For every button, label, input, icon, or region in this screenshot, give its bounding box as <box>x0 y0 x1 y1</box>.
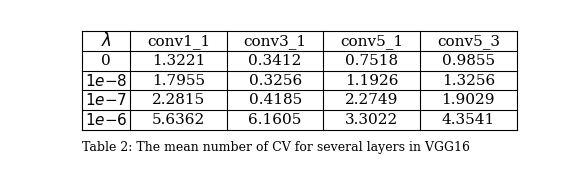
Text: $1e\mathregular{-6}$: $1e\mathregular{-6}$ <box>85 112 127 128</box>
Text: 1.1926: 1.1926 <box>345 73 398 87</box>
Text: 6.1605: 6.1605 <box>248 113 302 127</box>
Text: 0: 0 <box>101 54 111 68</box>
Text: 4.3541: 4.3541 <box>442 113 495 127</box>
Text: conv5_1: conv5_1 <box>340 34 404 49</box>
Text: conv1_1: conv1_1 <box>147 34 210 49</box>
Text: Table 2: The mean number of CV for several layers in VGG16: Table 2: The mean number of CV for sever… <box>82 141 470 154</box>
Text: 1.3256: 1.3256 <box>442 73 495 87</box>
Text: 0.3412: 0.3412 <box>248 54 302 68</box>
Text: 0.7518: 0.7518 <box>345 54 398 68</box>
Text: 1.7955: 1.7955 <box>152 73 205 87</box>
Text: 2.2815: 2.2815 <box>152 93 205 107</box>
Text: 5.6362: 5.6362 <box>152 113 205 127</box>
Text: 3.3022: 3.3022 <box>345 113 398 127</box>
Text: 0.3256: 0.3256 <box>249 73 302 87</box>
Text: 0.4185: 0.4185 <box>249 93 302 107</box>
Text: $1e\mathregular{-7}$: $1e\mathregular{-7}$ <box>85 92 127 108</box>
Text: 1.9029: 1.9029 <box>442 93 495 107</box>
Text: 1.3221: 1.3221 <box>152 54 206 68</box>
Text: $\lambda$: $\lambda$ <box>101 32 112 50</box>
Text: conv3_1: conv3_1 <box>244 34 307 49</box>
Text: 0.9855: 0.9855 <box>442 54 495 68</box>
Text: $1e\mathregular{-8}$: $1e\mathregular{-8}$ <box>85 73 127 89</box>
Text: 2.2749: 2.2749 <box>345 93 398 107</box>
Text: conv5_3: conv5_3 <box>437 34 500 49</box>
